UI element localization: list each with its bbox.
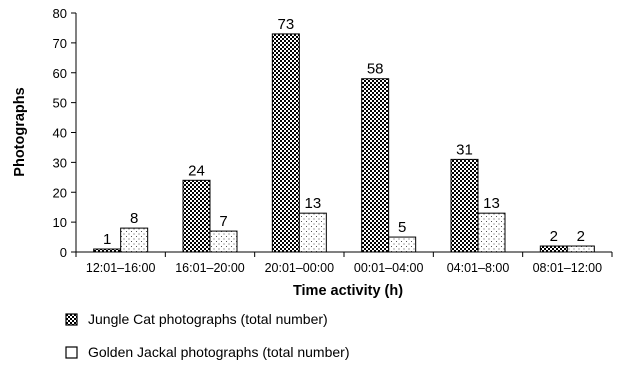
legend-label-jungle-cat: Jungle Cat photographs (total number) bbox=[88, 311, 328, 327]
y-tick-label: 20 bbox=[53, 185, 67, 200]
y-tick-label: 30 bbox=[53, 155, 67, 170]
bar-jungle-cat bbox=[539, 245, 568, 253]
bar-golden-jackal bbox=[566, 245, 595, 253]
data-label-jungle-cat: 31 bbox=[456, 141, 473, 158]
x-category-label: 12:01–16:00 bbox=[86, 261, 156, 275]
bar-golden-jackal bbox=[388, 236, 417, 253]
data-label-golden-jackal: 5 bbox=[398, 219, 406, 236]
y-tick-label: 50 bbox=[53, 96, 67, 111]
data-label-jungle-cat: 2 bbox=[550, 228, 558, 245]
data-label-jungle-cat: 1 bbox=[103, 231, 111, 248]
legend-swatch-golden-jackal bbox=[65, 346, 78, 359]
x-category-label: 20:01–00:00 bbox=[265, 261, 335, 275]
data-label-golden-jackal: 2 bbox=[577, 228, 585, 245]
y-tick-label: 60 bbox=[53, 66, 67, 81]
x-category-label: 08:01–12:00 bbox=[533, 261, 603, 275]
bar-jungle-cat bbox=[450, 158, 479, 253]
data-label-golden-jackal: 7 bbox=[219, 213, 227, 230]
legend-swatch-jungle-cat bbox=[65, 313, 78, 326]
y-tick-label: 80 bbox=[53, 6, 67, 21]
data-label-jungle-cat: 58 bbox=[367, 61, 384, 78]
x-axis-title: Time activity (h) bbox=[293, 283, 403, 299]
x-category-label: 00:01–04:00 bbox=[354, 261, 424, 275]
x-category-label: 04:01–8:00 bbox=[447, 261, 510, 275]
data-label-golden-jackal: 13 bbox=[304, 195, 321, 212]
bar-golden-jackal bbox=[209, 230, 238, 253]
x-category-label: 16:01–20:00 bbox=[175, 261, 245, 275]
bar-jungle-cat bbox=[182, 179, 211, 253]
axes bbox=[75, 13, 612, 253]
y-tick-label: 70 bbox=[53, 36, 67, 51]
bar-golden-jackal bbox=[298, 212, 327, 253]
data-label-jungle-cat: 24 bbox=[188, 162, 205, 179]
bar-jungle-cat bbox=[93, 248, 122, 253]
bar-jungle-cat bbox=[361, 78, 390, 253]
data-label-jungle-cat: 73 bbox=[277, 16, 294, 33]
data-label-golden-jackal: 8 bbox=[130, 210, 138, 227]
data-labels: 1 24 73 58 31 2 8 7 13 5 13 2 bbox=[103, 16, 585, 248]
y-axis-title: Photographs bbox=[12, 87, 28, 176]
bar-jungle-cat bbox=[271, 33, 300, 253]
bar-golden-jackal bbox=[477, 212, 506, 253]
x-axis-ticks: 12:01–16:00 16:01–20:00 20:01–00:00 00:01–0… bbox=[75, 252, 613, 275]
y-tick-label: 40 bbox=[53, 126, 67, 141]
bars bbox=[93, 33, 595, 253]
y-tick-label: 0 bbox=[60, 245, 67, 260]
y-axis-ticks: 0 10 20 30 40 50 60 70 80 bbox=[53, 6, 76, 260]
bar-golden-jackal bbox=[120, 227, 149, 253]
legend: Jungle Cat photographs (total number) Go… bbox=[65, 311, 349, 360]
data-label-golden-jackal: 13 bbox=[483, 195, 500, 212]
y-tick-label: 10 bbox=[53, 215, 67, 230]
legend-label-golden-jackal: Golden Jackal photographs (total number) bbox=[88, 344, 349, 360]
